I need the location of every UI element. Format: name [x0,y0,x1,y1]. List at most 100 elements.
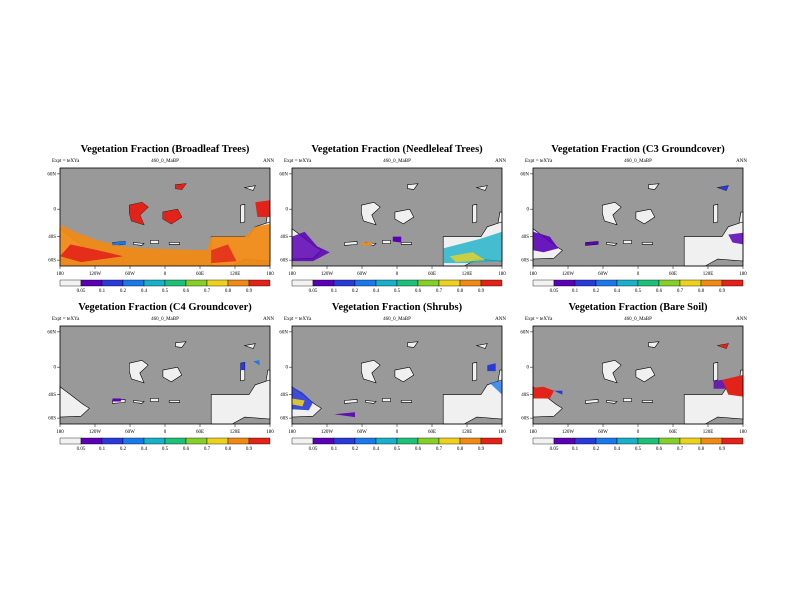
colorbar-label: 0.5 [162,447,169,452]
colorbar-segment [291,437,314,445]
colorbar-label: 0.6 [183,289,190,294]
colorbar-segment [101,279,124,287]
colorbar-segment [658,279,681,287]
panel-title: Vegetation Fraction (Shrubs) [331,302,463,313]
land-region [472,203,478,224]
colorbar-segment [417,437,440,445]
colorbar-segment [417,279,440,287]
colorbar-segment [553,279,576,287]
fraction-region [253,360,260,366]
x-tick-label: 60E [669,430,677,435]
colorbar-label: 0.4 [141,447,148,452]
land-region [361,359,381,384]
y-tick-label: 40S [48,393,56,398]
y-tick-label: 0 [527,208,530,213]
map-c3-groundcover: 60N 0 40S 60S 180 120W 60W 0 60E 120E 180 0.05 0.1 0.… [520,167,747,294]
x-tick-label: 180 [266,430,274,435]
colorbar-segment [206,279,229,287]
land-region [344,399,358,404]
colorbar-segment [122,279,145,287]
colorbar-label: 0.4 [141,289,148,294]
fraction-region [129,202,149,225]
colorbar-segment [616,279,639,287]
colorbar-label: 0.9 [246,289,253,294]
land-region [713,361,719,382]
land-region [475,343,488,349]
fraction-region [728,232,743,245]
land-region [623,398,632,402]
colorbar-segment [80,279,103,287]
land-region [641,400,653,403]
colorbar-segment [595,279,618,287]
panel-bare-soil: Vegetation Fraction (Bare Soil) Expt = t… [520,302,751,452]
colorbar-label: 0.5 [635,447,642,452]
land-region [394,208,415,225]
map-shrubs: 60N 0 40S 60S 180 120W 60W 0 60E 120E 180 0.05 0.1 0.… [279,325,506,452]
x-tick-label: 120E [230,272,241,277]
y-tick-label: 40S [521,393,529,398]
colorbar-segment [312,437,335,445]
panel-subtitle-right: ANN [495,159,506,164]
colorbar-label: 0.5 [162,289,169,294]
fraction-region [255,200,270,217]
land-region [394,366,415,383]
x-tick-label: 60W [357,430,367,435]
panel-subtitle-left: Expt = teXYa [525,159,553,164]
land-region [648,341,660,348]
colorbar-label: 0.2 [593,289,600,294]
colorbar-segment [80,437,103,445]
panel-subtitle-center: 460_0_MaBP [624,317,652,322]
fraction-region [361,242,372,246]
x-tick-label: 0 [396,272,399,277]
fraction-region [240,362,245,371]
x-tick-label: 120W [321,272,334,277]
colorbar-label: 0.6 [656,447,663,452]
colorbar-label: 0.4 [373,289,380,294]
colorbar-segment [122,437,145,445]
colorbar-segment [637,437,660,445]
land-region [606,400,618,404]
fraction-region [717,185,729,191]
colorbar-segment [658,437,681,445]
colorbar-segment [459,279,482,287]
fraction-region [292,398,305,407]
colorbar-label: 0.8 [698,447,705,452]
colorbar-segment [333,437,356,445]
y-tick-label: 40S [48,235,56,240]
land-region [400,400,412,403]
colorbar-segment [185,279,208,287]
land-region [168,242,180,245]
land-region [175,341,187,348]
y-tick-label: 60S [521,417,529,422]
y-tick-label: 60S [48,259,56,264]
x-tick-label: 60E [428,430,436,435]
y-tick-label: 60S [48,417,56,422]
y-tick-label: 60N [279,330,288,335]
panel-subtitle-right: ANN [495,317,506,322]
map-broadleaf-trees: 60N 0 40S 60S 180 120W 60W 0 60E 120E 180 0.05 0.1 0.… [47,167,274,294]
colorbar-label: 0.8 [457,289,464,294]
panel-subtitle-left: Expt = teXYa [52,159,80,164]
x-tick-label: 60E [196,272,204,277]
colorbar-segment [700,279,723,287]
panel-title: Vegetation Fraction (C3 Groundcover) [551,144,725,155]
y-tick-label: 0 [286,366,289,371]
land-region [648,183,660,190]
colorbar-segment [143,437,166,445]
land-region [168,400,180,403]
y-tick-label: 0 [54,366,57,371]
colorbar-label: 0.2 [120,289,127,294]
colorbar-segment [248,437,271,445]
land-region [365,400,377,404]
colorbar-segment [206,437,229,445]
x-tick-label: 180 [288,430,296,435]
land-region [407,341,419,348]
y-tick-label: 40S [280,393,288,398]
fraction-region [175,183,186,190]
x-tick-label: 180 [529,430,537,435]
x-tick-label: 120W [321,430,334,435]
x-tick-label: 120W [89,430,102,435]
colorbar-segment [227,279,250,287]
colorbar-label: 0.2 [352,447,359,452]
colorbar-segment [59,437,82,445]
